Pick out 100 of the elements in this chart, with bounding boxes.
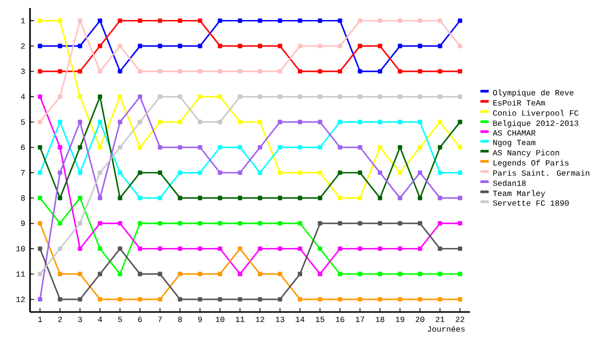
- point: [58, 196, 62, 200]
- point: [278, 145, 282, 150]
- point: [118, 69, 122, 74]
- point: [38, 246, 42, 251]
- point: [318, 145, 322, 150]
- point: [278, 246, 282, 251]
- point: [158, 145, 162, 150]
- point: [358, 145, 362, 150]
- point: [398, 221, 402, 226]
- point: [98, 272, 102, 276]
- point: [378, 18, 382, 23]
- point: [78, 44, 82, 48]
- point: [358, 170, 362, 175]
- point: [338, 18, 342, 23]
- point: [338, 272, 342, 276]
- point: [398, 18, 402, 23]
- point: [338, 221, 342, 226]
- point: [238, 246, 242, 251]
- point: [58, 145, 62, 150]
- point: [138, 221, 142, 226]
- point: [318, 170, 322, 175]
- point: [358, 120, 362, 124]
- point: [418, 196, 422, 200]
- point: [318, 221, 322, 226]
- point: [178, 44, 182, 48]
- point: [138, 272, 142, 276]
- point: [98, 120, 102, 124]
- point: [198, 272, 202, 276]
- point: [78, 18, 82, 23]
- point: [58, 94, 62, 99]
- point: [398, 272, 402, 276]
- point: [378, 196, 382, 200]
- point: [438, 221, 442, 226]
- point: [338, 170, 342, 175]
- point: [118, 145, 122, 150]
- point: [258, 120, 262, 124]
- point: [378, 297, 382, 302]
- point: [318, 120, 322, 124]
- point: [178, 145, 182, 150]
- point: [438, 170, 442, 175]
- point: [238, 170, 242, 175]
- point: [418, 170, 422, 175]
- point: [258, 170, 262, 175]
- point: [198, 297, 202, 302]
- point: [278, 170, 282, 175]
- point: [78, 196, 82, 200]
- point: [258, 69, 262, 74]
- point: [378, 221, 382, 226]
- point: [118, 18, 122, 23]
- point: [258, 196, 262, 200]
- point: [178, 170, 182, 175]
- point: [358, 272, 362, 276]
- point: [38, 297, 42, 302]
- point: [178, 297, 182, 302]
- point: [38, 120, 42, 124]
- point: [398, 145, 402, 150]
- point: [398, 170, 402, 175]
- point: [118, 44, 122, 48]
- point: [218, 145, 222, 150]
- point: [298, 221, 302, 226]
- point: [158, 94, 162, 99]
- point: [318, 297, 322, 302]
- point: [338, 69, 342, 74]
- point: [38, 69, 42, 74]
- point: [38, 145, 42, 150]
- point: [398, 297, 402, 302]
- point: [118, 246, 122, 251]
- point: [318, 44, 322, 48]
- point: [398, 246, 402, 251]
- point: [278, 120, 282, 124]
- point: [198, 145, 202, 150]
- point: [98, 170, 102, 175]
- point: [38, 94, 42, 99]
- point: [38, 221, 42, 226]
- point: [458, 145, 462, 150]
- point: [278, 18, 282, 23]
- point: [318, 69, 322, 74]
- point: [418, 145, 422, 150]
- point: [298, 120, 302, 124]
- point: [78, 145, 82, 150]
- point: [198, 44, 202, 48]
- point: [458, 120, 462, 124]
- point: [458, 272, 462, 276]
- point: [198, 196, 202, 200]
- point: [418, 297, 422, 302]
- point: [278, 69, 282, 74]
- point: [458, 44, 462, 48]
- point: [178, 196, 182, 200]
- point: [38, 272, 42, 276]
- point: [458, 69, 462, 74]
- point: [138, 69, 142, 74]
- point: [298, 18, 302, 23]
- point: [58, 297, 62, 302]
- point: [218, 221, 222, 226]
- point: [118, 297, 122, 302]
- point: [218, 196, 222, 200]
- point: [58, 170, 62, 175]
- point: [98, 94, 102, 99]
- point: [158, 44, 162, 48]
- point: [438, 145, 442, 150]
